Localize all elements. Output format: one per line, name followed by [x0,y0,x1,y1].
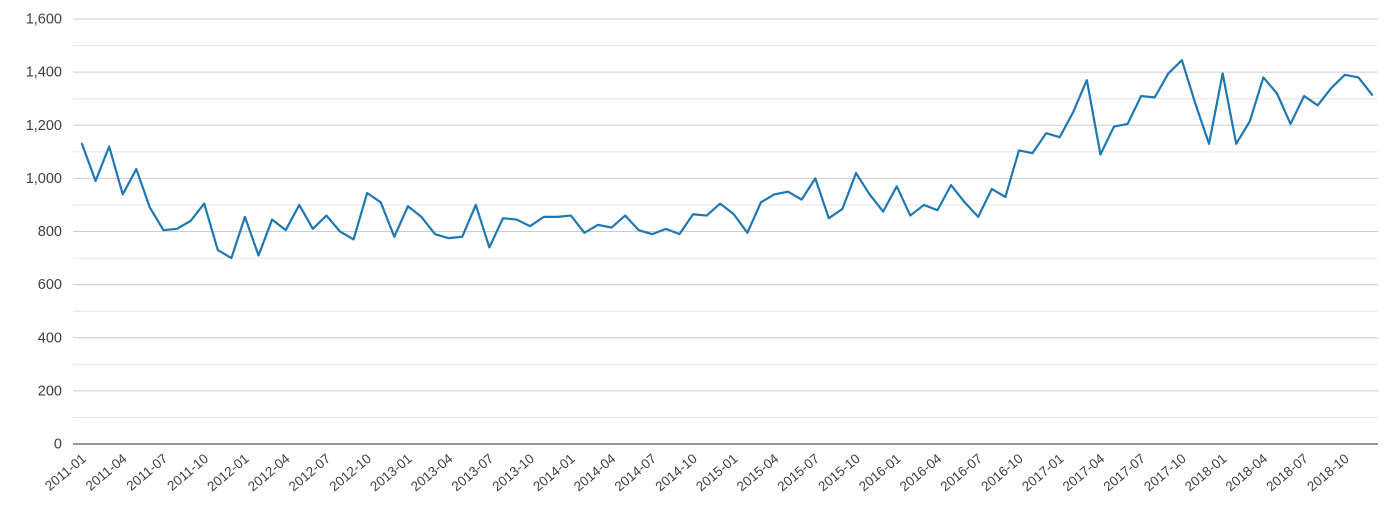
x-axis-label: 2011-04 [83,450,130,493]
x-axis-label: 2018-10 [1304,451,1352,494]
x-axis-label: 2017-04 [1060,450,1108,494]
x-axis-label: 2017-10 [1141,451,1189,494]
gridlines [73,18,1378,445]
x-axis-label: 2011-10 [164,451,211,494]
x-axis-label: 2012-04 [245,450,293,494]
x-axis-label: 2015-10 [815,451,863,494]
y-axis-label: 1,000 [26,171,62,187]
x-axis-label: 2012-10 [326,451,374,494]
y-axis-label: 1,400 [26,65,62,81]
x-axis-label: 2013-04 [408,450,456,494]
x-axis-label: 2014-01 [530,451,578,494]
y-axis-labels: 0 200 400 600 800 1,000 1,200 1,400 1,600 [26,12,62,453]
y-axis-label: 200 [38,383,62,399]
y-axis-label: 800 [38,224,62,240]
x-axis-label: 2016-01 [856,451,904,494]
x-axis-label: 2018-04 [1223,450,1271,494]
x-axis-label: 2015-04 [734,450,782,494]
x-axis-label: 2011-07 [124,451,171,494]
x-axis-label: 2016-07 [938,451,986,494]
x-axis-label: 2014-10 [652,451,700,494]
x-axis-label: 2014-04 [571,450,619,494]
y-axis-label: 1,200 [26,118,62,134]
x-axis-label: 2012-07 [286,451,334,494]
x-axis-label: 2017-01 [1019,451,1067,494]
y-axis-label: 600 [38,277,62,293]
x-axis-label: 2016-04 [897,450,945,494]
x-axis-label: 2012-01 [204,451,252,494]
x-axis-label: 2013-01 [367,451,415,494]
x-axis-label: 2011-01 [42,451,89,494]
y-axis-label: 1,600 [26,12,62,28]
x-axis-label: 2018-07 [1263,451,1311,494]
x-axis-label: 2016-10 [978,451,1026,494]
y-axis-label: 0 [54,437,62,453]
x-axis-label: 2013-07 [449,451,497,494]
x-axis-label: 2017-07 [1100,451,1148,494]
series-line[interactable] [80,59,1374,260]
x-axis-label: 2018-01 [1182,451,1230,494]
x-axis-labels: 2011-012011-042011-072011-102012-012012-… [42,450,1352,494]
x-axis-label: 2015-07 [775,451,823,494]
x-axis-label: 2013-10 [489,451,537,494]
y-axis-label: 400 [38,330,62,346]
x-axis-label: 2014-07 [612,451,660,494]
x-axis-label: 2015-01 [693,451,741,494]
